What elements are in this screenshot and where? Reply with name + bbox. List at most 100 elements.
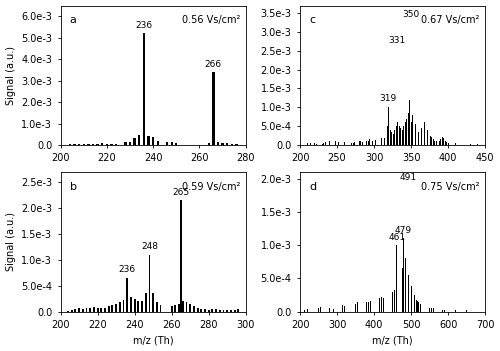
Bar <box>74 310 76 312</box>
Bar <box>170 143 173 145</box>
Bar <box>314 143 315 145</box>
Bar <box>394 130 395 145</box>
Bar <box>336 140 338 145</box>
Bar <box>129 143 131 145</box>
Bar <box>384 138 385 145</box>
Bar <box>115 304 117 312</box>
Bar <box>148 136 150 145</box>
Text: 491: 491 <box>399 173 416 182</box>
Bar <box>446 142 447 145</box>
Bar <box>411 22 412 145</box>
Bar <box>399 126 400 145</box>
Bar <box>112 305 114 312</box>
Bar <box>193 306 195 312</box>
Text: 0.67 Vs/cm²: 0.67 Vs/cm² <box>422 15 480 25</box>
Bar <box>338 142 339 145</box>
Bar <box>166 142 168 145</box>
Bar <box>74 144 76 145</box>
Bar <box>234 310 235 312</box>
Bar <box>208 143 210 145</box>
Bar <box>421 128 422 145</box>
Bar <box>171 306 172 312</box>
Bar <box>156 302 158 312</box>
Bar <box>230 144 233 145</box>
Text: c: c <box>310 15 316 25</box>
Bar <box>126 278 128 312</box>
Bar <box>226 143 228 145</box>
Bar <box>359 140 360 145</box>
Bar <box>96 144 99 145</box>
Bar <box>344 143 345 145</box>
Bar <box>325 142 326 145</box>
Bar <box>222 143 224 145</box>
Bar <box>360 141 361 145</box>
Bar <box>115 144 117 145</box>
X-axis label: m/z (Th): m/z (Th) <box>133 336 173 345</box>
Bar <box>145 293 146 312</box>
Text: 236: 236 <box>118 265 136 274</box>
Text: 248: 248 <box>141 242 158 251</box>
Bar <box>219 310 221 312</box>
Bar <box>372 141 373 145</box>
Bar <box>156 141 159 145</box>
Bar <box>208 310 210 312</box>
Bar <box>226 310 228 312</box>
Bar <box>104 308 106 312</box>
Bar <box>96 308 98 312</box>
Bar <box>215 309 217 312</box>
Bar <box>230 310 232 312</box>
Bar <box>236 144 238 145</box>
Bar <box>412 115 413 145</box>
Bar <box>78 309 80 312</box>
Bar <box>130 297 132 312</box>
Text: 479: 479 <box>395 226 412 235</box>
Bar <box>387 126 388 145</box>
Bar <box>142 33 145 145</box>
Bar <box>382 138 384 145</box>
Bar <box>68 144 71 145</box>
Bar <box>87 144 90 145</box>
Bar <box>433 139 434 145</box>
Bar <box>138 135 140 145</box>
Bar <box>152 293 154 312</box>
Bar <box>418 132 419 145</box>
Bar <box>445 140 446 145</box>
Bar <box>152 137 154 145</box>
Bar <box>375 140 376 145</box>
Bar <box>67 311 69 312</box>
Bar <box>100 309 102 312</box>
Bar <box>405 122 406 145</box>
Bar <box>455 143 456 145</box>
Text: 461: 461 <box>388 233 405 241</box>
Text: 236: 236 <box>136 21 152 30</box>
Bar <box>470 144 471 145</box>
Bar <box>307 143 308 145</box>
Bar <box>439 140 440 145</box>
Bar <box>354 142 355 145</box>
Bar <box>90 309 91 312</box>
Bar <box>212 310 214 312</box>
Bar <box>212 72 214 145</box>
Text: 319: 319 <box>380 94 397 103</box>
Bar <box>238 310 240 312</box>
Bar <box>310 143 311 145</box>
Bar <box>422 124 424 145</box>
Bar <box>86 308 87 312</box>
Text: b: b <box>70 182 77 192</box>
Bar <box>71 310 72 312</box>
Bar <box>331 142 332 145</box>
Bar <box>180 200 182 312</box>
Bar <box>78 144 80 145</box>
Text: 0.59 Vs/cm²: 0.59 Vs/cm² <box>182 182 240 192</box>
Bar <box>186 302 188 312</box>
Bar <box>178 304 180 312</box>
Bar <box>204 310 206 312</box>
Bar <box>82 144 85 145</box>
Y-axis label: Signal (a.u.): Signal (a.u.) <box>6 46 16 105</box>
Bar <box>175 143 178 145</box>
Bar <box>217 143 219 145</box>
Bar <box>148 255 150 312</box>
Bar <box>160 305 162 312</box>
Text: 265: 265 <box>172 188 190 197</box>
Text: d: d <box>310 182 316 192</box>
